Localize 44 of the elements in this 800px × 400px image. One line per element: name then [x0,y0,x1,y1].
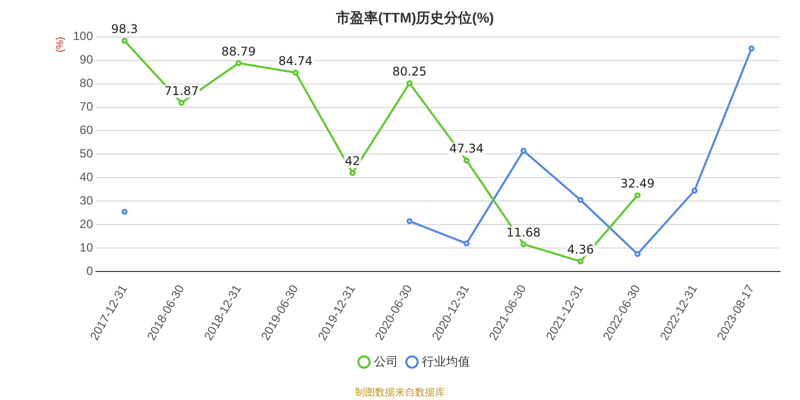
point [634,251,641,258]
y-tick-label: 0 [86,264,94,278]
point [634,192,641,198]
y-tick-label: 80 [80,76,94,90]
data-label: 80.25 [392,64,427,78]
y-tick-label: 20 [80,216,94,231]
point [692,188,698,194]
point [748,46,754,52]
y-tick-label: 100 [72,29,94,44]
chart-title: 市盈率(TTM)历史分位(%) [335,9,494,26]
data-label: 84.74 [278,54,313,68]
data-label: 32.49 [620,176,655,190]
data-label: 4.36 [567,242,594,257]
point [292,70,299,76]
data-label: 88.79 [221,44,256,58]
point [178,100,185,106]
data-label: 11.68 [506,225,541,240]
legend-label: 行业均值 [422,354,470,368]
data-label: 98.3 [111,22,138,36]
point [464,240,470,246]
legend-label: 公司 [374,354,398,368]
point [122,38,128,44]
y-tick-label: 30 [80,194,94,208]
data-label: 47.34 [449,142,484,156]
point [520,241,527,248]
y-tick-label: 70 [80,100,94,114]
y-tick-label: 40 [80,170,94,184]
point [578,258,584,264]
y-tick-label: 60 [80,123,94,138]
y-tick-label: 50 [80,146,94,161]
point [350,170,356,176]
y-axis-title: (%) [54,36,66,52]
point [122,208,128,215]
y-tick-label: 90 [80,52,94,67]
point [520,148,527,154]
point [406,80,413,86]
point [236,60,242,66]
y-tick-label: 10 [80,240,94,254]
data-label: 42 [344,154,360,168]
point [578,197,584,204]
text: 制图数据来自数据库 [355,386,445,399]
point [406,218,413,224]
data-label: 71.87 [164,84,199,98]
point [464,157,470,164]
